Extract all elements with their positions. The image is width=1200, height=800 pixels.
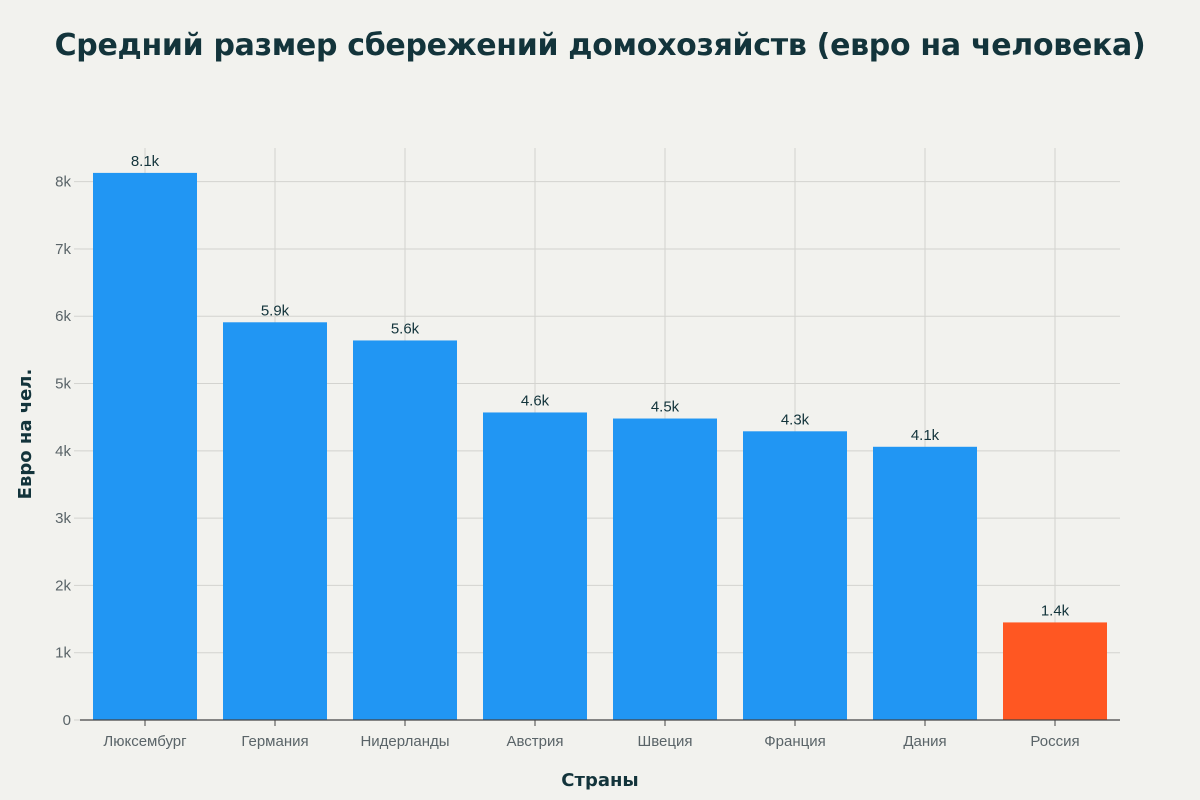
y-tick-label: 5k <box>55 376 71 393</box>
y-tick-label: 1k <box>55 645 71 662</box>
y-tick-label: 0 <box>63 712 71 729</box>
data-label: 4.1k <box>911 427 940 444</box>
data-label: 4.6k <box>521 392 550 409</box>
y-tick-label: 4k <box>55 443 71 460</box>
bar <box>1003 622 1107 720</box>
y-tick-label: 2k <box>55 577 71 594</box>
x-tick-label: Швеция <box>638 733 693 750</box>
bar <box>873 446 977 720</box>
bar <box>93 172 197 721</box>
bars <box>93 172 1107 721</box>
bar <box>743 431 847 720</box>
y-tick-label: 8k <box>55 174 71 191</box>
x-axis-title: Страны <box>561 770 638 791</box>
data-label: 8.1k <box>131 153 160 170</box>
bar <box>483 412 587 720</box>
data-label: 4.3k <box>781 411 810 428</box>
data-label: 5.9k <box>261 302 290 319</box>
x-tick-label: Германия <box>241 733 308 750</box>
y-tick-label: 3k <box>55 510 71 527</box>
bar <box>613 418 717 720</box>
chart-title: Средний размер сбережений домохозяйств (… <box>54 28 1146 63</box>
y-tick-label: 7k <box>55 241 71 258</box>
y-axis-title: Евро на чел. <box>15 369 36 500</box>
bar <box>223 322 327 720</box>
y-tick-label: 6k <box>55 308 71 325</box>
x-tick-label: Россия <box>1030 733 1079 750</box>
data-label: 1.4k <box>1041 602 1070 619</box>
axes: 0 1k 2k 3k 4k 5k 6k 7k 8k Люксембург Германия Нидер… <box>55 174 1120 750</box>
x-tick-label: Франция <box>764 733 825 750</box>
x-tick-label: Люксембург <box>103 733 187 750</box>
x-tick-label: Нидерланды <box>360 733 449 750</box>
x-tick-label: Австрия <box>506 733 563 750</box>
data-labels: 8.1k 5.9k 5.6k 4.6k 4.5k 4.3k 4.1k 1.4k <box>131 153 1070 620</box>
data-label: 5.6k <box>391 320 420 337</box>
x-tick-label: Дания <box>903 733 946 750</box>
data-label: 4.5k <box>651 399 680 416</box>
bar <box>353 340 457 720</box>
